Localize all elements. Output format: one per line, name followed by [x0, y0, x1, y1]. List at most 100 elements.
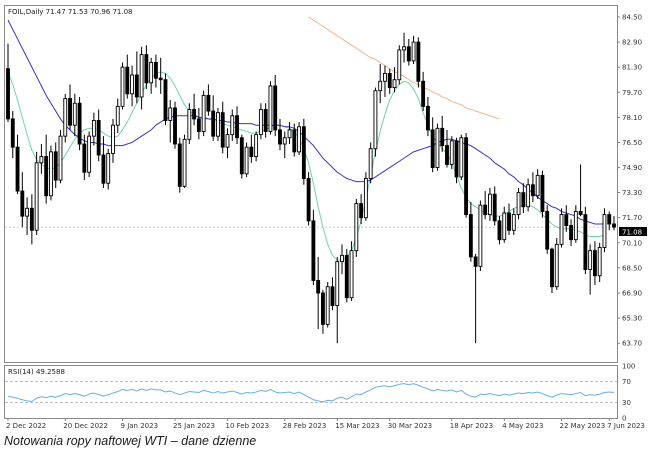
price-tick-label: 63.70	[622, 340, 642, 348]
candle-body-up	[34, 162, 39, 231]
candle-body-down	[344, 254, 349, 299]
candle-body-down	[173, 107, 177, 145]
price-tick-label: 73.30	[622, 189, 642, 197]
candle-body-up	[25, 207, 30, 217]
time-tick-label: 22 May 2023	[560, 422, 606, 430]
candle-body-up	[392, 79, 397, 89]
candle-body-up	[130, 74, 134, 95]
candle-body-up	[91, 120, 96, 137]
ma-slow-line	[308, 16, 500, 120]
candle-body-down	[464, 137, 469, 216]
candle-body-down	[235, 115, 239, 139]
candle-body-down	[569, 225, 573, 241]
candle-body-down	[592, 250, 597, 277]
price-tick-label: 65.30	[622, 315, 642, 323]
candle-body-down	[550, 248, 554, 288]
candles	[6, 32, 616, 344]
candle-body-down	[192, 109, 197, 120]
time-axis: 2 Dec 2022 20 Dec 2022 9 Jan 2023 25 Jan 20…	[6, 418, 645, 430]
candle-body-down	[96, 120, 101, 156]
candle-body-up	[120, 66, 125, 107]
candle-body-down	[177, 143, 182, 187]
candle-body-up	[58, 135, 63, 181]
candle-body-up	[378, 80, 383, 92]
price-tick-label: 70.10	[622, 239, 642, 247]
candle-body-up	[502, 212, 507, 241]
rsi-panel-frame	[4, 365, 618, 419]
time-tick-label: 2 Dec 2022	[6, 422, 46, 430]
candle-body-up	[526, 184, 531, 208]
candle-body-down	[273, 85, 278, 131]
candle-body-down	[359, 203, 364, 219]
candle-body-up	[459, 137, 464, 178]
candle-body-up	[478, 204, 483, 267]
candle-body-up	[139, 54, 144, 98]
candle-body-up	[516, 192, 521, 216]
last-price-badge	[619, 227, 647, 236]
chart-caption: Notowania ropy naftowej WTI – dane dzien…	[4, 434, 257, 448]
candle-body-up	[149, 62, 154, 84]
candle-body-down	[440, 127, 445, 147]
candle-body-down	[144, 54, 149, 84]
candle-body-down	[263, 109, 268, 132]
price-tick-label: 66.90	[622, 289, 642, 297]
candle-body-down	[521, 192, 526, 208]
time-tick-label: 18 Apr 2023	[450, 422, 493, 430]
candle-body-down	[10, 118, 15, 148]
candle-body-up	[49, 151, 53, 197]
candle-body-down	[497, 220, 502, 241]
time-tick-label: 20 Dec 2022	[63, 422, 108, 430]
ma-mid-line	[7, 19, 605, 225]
candle-body-up	[63, 98, 68, 137]
rsi-tick-label: 70	[622, 378, 631, 386]
main-panel-frame	[4, 5, 618, 363]
candle-body-up	[588, 250, 593, 270]
price-tick-label: 84.50	[622, 13, 642, 21]
candle-body-up	[39, 156, 44, 164]
candle-body-down	[540, 174, 545, 212]
time-tick-label: 28 Feb 2023	[283, 422, 327, 430]
candle-body-down	[492, 193, 497, 222]
candle-body-down	[483, 204, 488, 216]
time-tick-label: 30 Mar 2023	[388, 422, 432, 430]
candle-body-down	[583, 214, 588, 270]
candle-body-up	[535, 174, 540, 197]
candle-body-down	[82, 143, 87, 173]
candle-body-down	[211, 110, 216, 137]
candle-body-down	[196, 118, 201, 132]
candle-body-down	[53, 151, 58, 181]
price-tick-label: 76.50	[622, 139, 642, 147]
candle-body-down	[15, 146, 20, 192]
candle-body-down	[29, 207, 34, 231]
candle-body-up	[230, 115, 235, 136]
price-tick-label: 71.70	[622, 214, 642, 222]
candle-body-up	[287, 129, 292, 139]
time-tick-label: 4 May 2023	[502, 422, 543, 430]
candle-body-up	[340, 254, 344, 263]
candle-body-up	[182, 138, 187, 187]
candle-body-up	[602, 214, 607, 248]
candle-body-down	[416, 41, 421, 82]
price-tick-label: 79.70	[622, 89, 642, 97]
candle-body-up	[363, 178, 368, 219]
candle-body-down	[612, 223, 616, 228]
candle-body-down	[306, 178, 311, 222]
candle-body-down	[454, 140, 459, 178]
candle-body-up	[511, 214, 516, 231]
candle-body-down	[330, 286, 335, 306]
price-tick-label: 78.10	[622, 114, 642, 122]
candle-body-down	[421, 80, 426, 107]
candle-body-down	[68, 98, 72, 126]
candle-body-up	[488, 193, 492, 216]
candle-body-up	[268, 85, 273, 132]
candle-body-down	[316, 279, 321, 294]
candle-body-down	[249, 146, 254, 158]
last-price-label: 71.08	[622, 229, 642, 237]
candle-body-up	[168, 107, 173, 121]
time-tick-label: 15 Mar 2023	[335, 422, 379, 430]
candle-body-up	[597, 247, 602, 277]
candle-body-up	[335, 261, 340, 306]
candle-body-down	[507, 212, 511, 231]
